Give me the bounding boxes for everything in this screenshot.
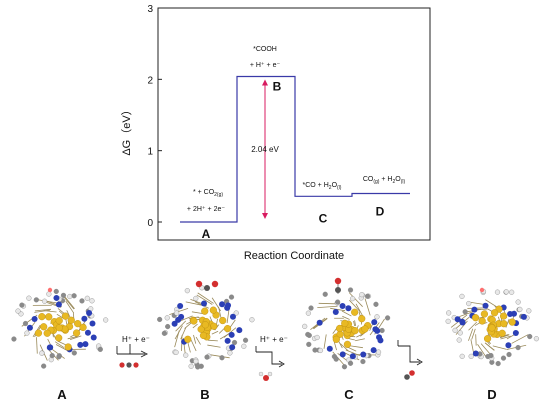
reaction-2-arrowhead	[278, 360, 285, 368]
structure-label-a: A	[57, 387, 67, 402]
annotation-a-line1: * + CO2(g)	[193, 189, 223, 198]
reaction-3-arrowhead	[416, 358, 423, 366]
energy-barrier-label: 2.04 eV	[251, 145, 279, 154]
y-tick-label: 3	[147, 4, 153, 15]
cluster-structures-panel: H⁺ + e⁻ H⁺ + e⁻ A B C D	[11, 277, 540, 402]
y-tick-label: 0	[147, 218, 153, 229]
energy-profile-line	[180, 75, 410, 223]
y-tick-label: 2	[147, 75, 153, 86]
y-tick-label: 1	[147, 147, 153, 158]
y-axis: 0 1 2 3	[147, 4, 162, 229]
plot-frame	[157, 7, 431, 241]
cluster-structure-b	[157, 280, 255, 370]
reaction-3-arrow	[398, 345, 420, 363]
step-label-c: C	[319, 211, 328, 225]
structure-label-d: D	[487, 387, 496, 402]
water-molecule-icon	[258, 371, 273, 381]
reaction-1-arrow	[117, 344, 145, 355]
reaction-step-2: H⁺ + e⁻	[255, 335, 288, 381]
co-molecule-icon	[404, 370, 415, 380]
reaction-2-arrow	[256, 351, 282, 365]
annotation-b-line1: *COOH	[253, 46, 277, 53]
reaction-step-3	[397, 340, 423, 380]
step-label-b: B	[273, 79, 282, 93]
step-label-d: D	[376, 204, 385, 218]
reaction-2-label: H⁺ + e⁻	[260, 335, 288, 344]
cluster-structure-c	[302, 277, 391, 370]
co2-molecule-icon	[119, 362, 139, 368]
annotation-a-line2: + 2H⁺ + 2e⁻	[187, 206, 225, 213]
structure-label-b: B	[200, 387, 209, 402]
cluster-structure-d	[445, 287, 540, 367]
annotation-d: CO(g) + H2O(l)	[363, 176, 406, 185]
x-axis-title: Reaction Coordinate	[244, 250, 344, 262]
y-axis-title: ΔG（eV）	[120, 104, 133, 155]
step-label-a: A	[202, 227, 211, 241]
structure-label-c: C	[344, 387, 354, 402]
reaction-1-arrowhead	[140, 350, 149, 358]
reaction-1-label: H⁺ + e⁻	[122, 335, 150, 344]
reaction-step-1: H⁺ + e⁻	[116, 335, 150, 368]
cluster-structure-a	[11, 287, 109, 369]
annotation-c: *CO + H2O(l)	[303, 182, 342, 191]
annotation-b-line2: + H⁺ + e⁻	[250, 62, 281, 69]
